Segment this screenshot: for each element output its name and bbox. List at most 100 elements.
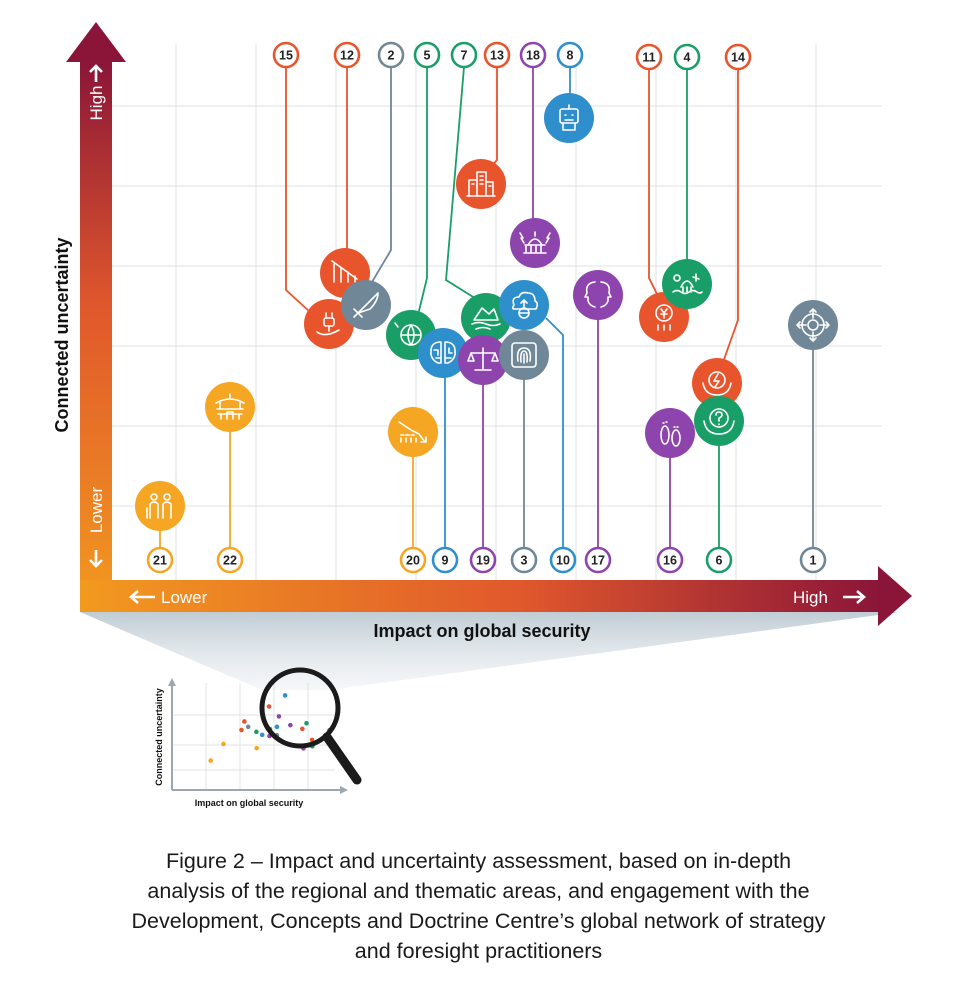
item-bubble-19[interactable] [458, 335, 508, 385]
item-badge-15[interactable]: 15 [272, 41, 300, 69]
inset-y-arrow [168, 678, 176, 686]
item-bubble-2[interactable] [341, 280, 391, 330]
item-badge-7[interactable]: 7 [450, 41, 478, 69]
caption-line-4: and foresight practitioners [354, 939, 603, 963]
target-crosshair-icon [796, 308, 830, 342]
uncertainty-hands-icon [703, 408, 735, 435]
item-badge-2[interactable]: 2 [377, 41, 405, 69]
leader-line-2 [371, 67, 392, 283]
item-badge-18[interactable]: 18 [519, 41, 547, 69]
item-bubble-17[interactable] [573, 270, 623, 320]
inset-dot-4 [304, 720, 309, 726]
cloud-globe-icon [511, 291, 539, 319]
item-badge-10[interactable]: 10 [549, 546, 577, 574]
yen-coin-icon [655, 304, 673, 331]
item-badge-21[interactable]: 21 [146, 546, 174, 574]
footprints-icon [660, 421, 681, 447]
item-number-6: 6 [716, 554, 723, 568]
leader-line-10 [545, 317, 564, 548]
item-bubble-1[interactable] [788, 300, 838, 350]
item-badge-4[interactable]: 4 [673, 43, 701, 71]
item-bubble-4[interactable] [662, 259, 712, 309]
item-bubble-22[interactable] [205, 382, 255, 432]
y-low-arrow-icon [89, 550, 103, 568]
item-bubble-13[interactable] [456, 159, 506, 209]
leader-line-11 [648, 69, 659, 297]
capitol-lightning-icon [519, 231, 551, 254]
item-number-5: 5 [424, 49, 431, 63]
inset-x-arrow [340, 786, 348, 794]
item-number-12: 12 [340, 49, 354, 63]
item-badge-1[interactable]: 1 [799, 546, 827, 574]
caption-line-1: Figure 2 – Impact and uncertainty assess… [165, 849, 792, 873]
x-low-arrow-icon [129, 590, 155, 604]
item-badge-16[interactable]: 16 [656, 546, 684, 574]
inset-dot-18 [276, 714, 282, 719]
item-badge-19[interactable]: 19 [469, 546, 497, 574]
item-bubble-6[interactable] [694, 396, 744, 446]
item-badge-20[interactable]: 20 [399, 546, 427, 574]
item-bubble-16[interactable] [645, 408, 695, 458]
item-bubble-7[interactable] [461, 293, 511, 343]
inset-dot-5 [254, 729, 259, 735]
item-bubble-14[interactable] [692, 358, 742, 408]
items-layer: 15 12 2 5 7 13 18 8 11 4 14 21 22 20 9 19 3 10 17 16 6 1 [135, 41, 838, 574]
inset-dot-21 [208, 758, 214, 763]
inset-dot-2 [245, 724, 251, 730]
item-number-22: 22 [223, 554, 237, 568]
item-badge-17[interactable]: 17 [584, 546, 612, 574]
inset-x-title: Impact on global security [195, 798, 304, 808]
rocket-icon [353, 292, 379, 318]
item-bubble-20[interactable] [388, 407, 438, 457]
item-badge-14[interactable]: 14 [724, 43, 752, 71]
item-number-11: 11 [642, 51, 655, 65]
item-badge-3[interactable]: 3 [510, 546, 538, 574]
inset-dot-14 [309, 737, 315, 743]
item-badge-11[interactable]: 11 [635, 43, 663, 71]
item-number-14: 14 [731, 51, 745, 65]
item-bubble-18[interactable] [510, 218, 560, 268]
item-badge-5[interactable]: 5 [413, 41, 441, 69]
inset-dot-15 [239, 727, 244, 733]
item-badge-22[interactable]: 22 [216, 546, 244, 574]
item-badge-13[interactable]: 13 [483, 41, 511, 69]
item-badge-12[interactable]: 12 [333, 41, 361, 69]
item-number-21: 21 [153, 554, 167, 568]
x-axis-title: Impact on global security [373, 621, 590, 641]
item-bubble-21[interactable] [135, 481, 185, 531]
caption-line-2: analysis of the regional and thematic ar… [147, 879, 810, 903]
item-number-9: 9 [442, 554, 449, 568]
ai-brain-icon [430, 341, 456, 364]
item-bubble-8[interactable] [544, 93, 594, 143]
item-badge-8[interactable]: 8 [556, 41, 584, 69]
item-number-13: 13 [490, 49, 504, 63]
pagoda-icon [215, 393, 245, 420]
item-badge-6[interactable]: 6 [705, 546, 733, 574]
robot-icon [559, 104, 579, 131]
item-bubble-15[interactable] [304, 299, 354, 349]
item-number-19: 19 [476, 554, 490, 568]
item-bubble-10[interactable] [499, 280, 549, 330]
caption-line-3: Development, Concepts and Doctrine Centr… [131, 909, 826, 933]
item-badge-9[interactable]: 9 [431, 546, 459, 574]
item-number-16: 16 [663, 554, 677, 568]
y-high-text: High [87, 86, 106, 121]
leader-line-14 [721, 69, 739, 366]
globe-network-icon [394, 322, 428, 348]
leader-line-13 [485, 67, 498, 173]
item-number-18: 18 [526, 49, 540, 63]
leader-line-7 [445, 66, 479, 301]
item-bubble-9[interactable] [418, 328, 468, 378]
inset-dot-17 [288, 722, 293, 728]
city-buildings-icon [466, 171, 496, 197]
item-number-2: 2 [388, 49, 395, 63]
inset-dot-8 [282, 693, 288, 698]
climate-hazards-icon [672, 273, 703, 295]
leader-line-15 [285, 67, 311, 313]
magnifier-lens [259, 667, 341, 749]
item-bubble-3[interactable] [499, 330, 549, 380]
y-high-label: High [87, 86, 106, 121]
hand-plug-icon [316, 312, 340, 336]
inset-dot-22 [221, 741, 226, 747]
